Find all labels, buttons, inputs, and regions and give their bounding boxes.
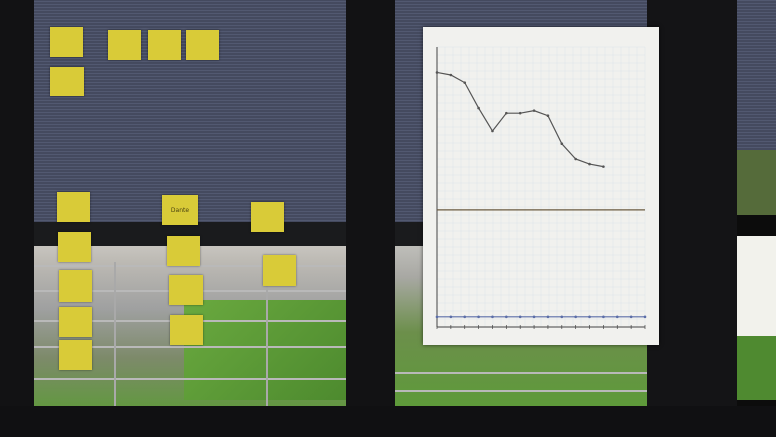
sticky-note [59, 307, 92, 337]
data-point [588, 315, 591, 319]
frame-left-outer [0, 0, 34, 437]
data-point [643, 315, 647, 319]
data-point [463, 315, 467, 319]
data-point [560, 142, 564, 146]
data-point [505, 111, 508, 115]
left-grass [184, 300, 346, 400]
data-point [449, 73, 453, 77]
data-point [574, 157, 577, 161]
frame-center-mullion [346, 0, 395, 437]
data-point [518, 111, 522, 115]
line-chart [435, 46, 647, 329]
frame-right-mullion [647, 0, 737, 437]
sticky-note [186, 30, 219, 60]
data-point [629, 315, 633, 319]
sticky-note [59, 270, 92, 302]
sticky-note [58, 232, 91, 262]
sticky-note [167, 236, 200, 266]
sticky-note [59, 340, 92, 370]
sticky-note [148, 30, 181, 60]
data-point [435, 315, 439, 319]
data-point [518, 315, 522, 319]
data-point [463, 81, 467, 84]
data-point [546, 315, 550, 319]
data-point [477, 315, 480, 319]
data-point [532, 315, 536, 319]
data-point [477, 106, 480, 110]
data-point [546, 114, 550, 118]
data-point [588, 162, 591, 166]
sticky-note [170, 315, 203, 345]
sticky-note [50, 27, 83, 57]
data-point [532, 109, 536, 112]
sticky-note: Dante [162, 195, 198, 225]
frame-bottom-sill [0, 406, 776, 437]
data-point [615, 315, 619, 319]
data-point [602, 165, 605, 168]
sticky-note [169, 275, 203, 305]
sticky-note [50, 67, 84, 96]
chart-paper [423, 27, 659, 345]
data-point [574, 315, 577, 319]
data-point [560, 315, 564, 319]
sticky-note [57, 192, 90, 222]
data-point [435, 71, 439, 74]
data-point [491, 129, 494, 133]
data-point [449, 315, 453, 319]
far-right-pane [737, 0, 776, 400]
series-line [436, 71, 604, 168]
sticky-note [108, 30, 141, 60]
data-point [491, 315, 494, 319]
sticky-note [263, 255, 296, 286]
data-point [505, 315, 508, 319]
data-point [602, 315, 605, 319]
sticky-note [251, 202, 284, 232]
